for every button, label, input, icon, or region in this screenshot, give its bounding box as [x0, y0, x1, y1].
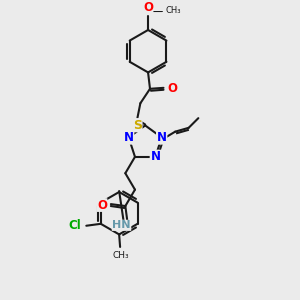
Text: O: O — [143, 1, 153, 13]
Text: N: N — [124, 131, 134, 144]
Text: O: O — [167, 82, 177, 95]
Text: N: N — [150, 150, 161, 164]
Text: Cl: Cl — [69, 219, 82, 232]
Text: CH₃: CH₃ — [113, 251, 129, 260]
Text: CH₃: CH₃ — [165, 6, 181, 15]
Text: HN: HN — [112, 220, 131, 230]
Text: O: O — [97, 199, 107, 212]
Text: S: S — [133, 119, 142, 132]
Text: N: N — [157, 131, 167, 144]
